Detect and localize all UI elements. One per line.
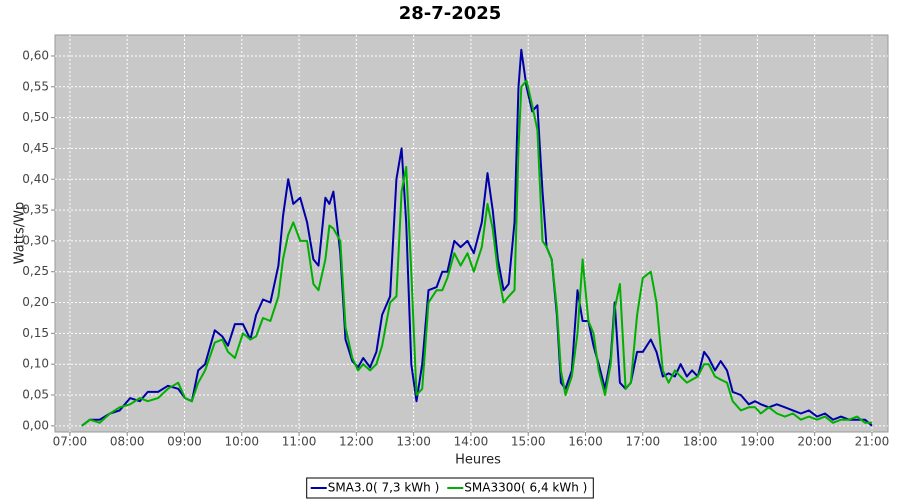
series-line — [81, 79, 872, 427]
series-line — [81, 48, 873, 427]
y-axis-title: Watts/Wp — [13, 202, 28, 264]
x-tick-label: 11:00 — [282, 435, 317, 449]
y-tick-label: 0,25 — [22, 264, 49, 278]
x-tick-label: 09:00 — [167, 435, 202, 449]
y-tick-label: 0,60 — [22, 48, 49, 62]
y-tick-label: 0,10 — [22, 357, 49, 371]
y-tick-label: 0,15 — [22, 326, 49, 340]
x-tick-label: 08:00 — [110, 435, 145, 449]
x-tick-label: 17:00 — [626, 435, 661, 449]
y-tick-label: 0,00 — [22, 418, 49, 432]
y-tick-label: 0,05 — [22, 388, 49, 402]
x-tick-label: 21:00 — [855, 435, 890, 449]
x-axis-title: Heures — [455, 453, 501, 468]
x-tick-label: 19:00 — [740, 435, 775, 449]
x-tick-label: 10:00 — [224, 435, 259, 449]
x-tick-label: 13:00 — [396, 435, 431, 449]
legend-label: SMA3300( 6,4 kWh ) — [464, 481, 587, 495]
y-tick-label: 0,50 — [22, 110, 49, 124]
x-tick-label: 14:00 — [454, 435, 489, 449]
chart-title: 28-7-2025 — [399, 3, 502, 24]
y-tick-label: 0,35 — [22, 203, 49, 217]
x-tick-label: 20:00 — [797, 435, 832, 449]
x-tick-label: 12:00 — [339, 435, 374, 449]
x-tick-label: 18:00 — [683, 435, 718, 449]
plot-area — [54, 34, 889, 433]
x-tick-label: 16:00 — [568, 435, 603, 449]
y-tick-label: 0,30 — [22, 233, 49, 247]
y-tick-label: 0,40 — [22, 172, 49, 186]
x-tick-label: 15:00 — [511, 435, 546, 449]
y-tick-label: 0,45 — [22, 141, 49, 155]
y-tick-label: 0,55 — [22, 79, 49, 93]
y-tick-label: 0,20 — [22, 295, 49, 309]
legend-label: SMA3.0( 7,3 kWh ) — [328, 481, 440, 495]
legend: SMA3.0( 7,3 kWh ) SMA3300( 6,4 kWh ) — [306, 477, 594, 499]
x-tick-label: 07:00 — [53, 435, 88, 449]
